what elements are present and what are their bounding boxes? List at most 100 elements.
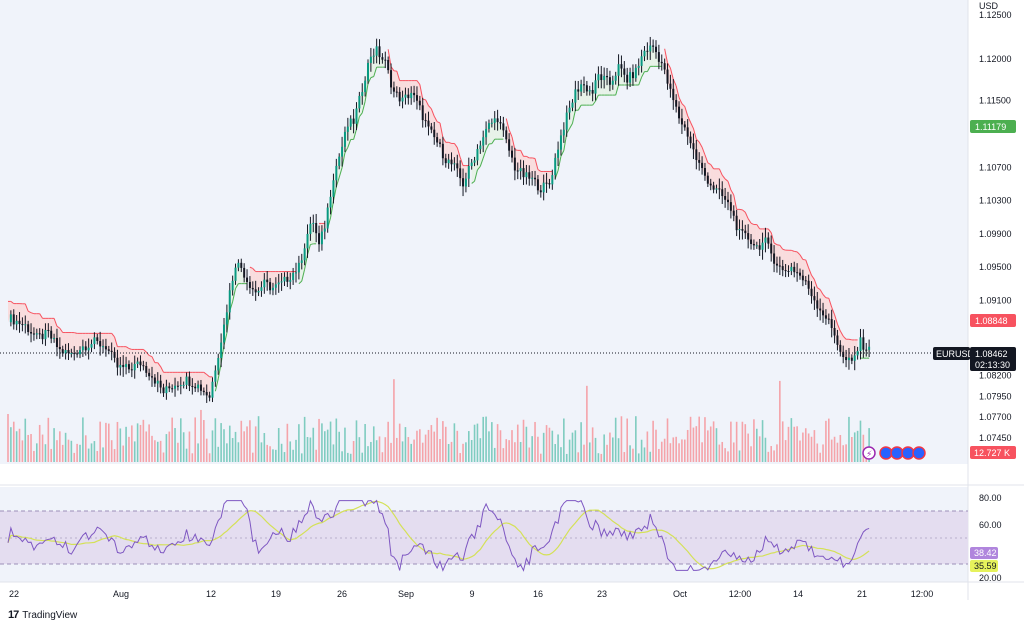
supertrend-down-segment bbox=[782, 248, 786, 251]
candle-body bbox=[217, 358, 220, 371]
candle-body bbox=[727, 199, 729, 203]
volume-bar bbox=[300, 453, 303, 462]
volume-bar bbox=[724, 448, 726, 462]
volume-bar bbox=[542, 432, 545, 462]
volume-bar bbox=[563, 418, 565, 462]
volume-bar bbox=[208, 453, 211, 462]
volume-bar bbox=[197, 443, 199, 462]
candle-body bbox=[738, 229, 741, 231]
candle-body bbox=[698, 159, 701, 163]
price-axis-ticks: 1.12500 1.12000 1.11500 1.10700 1.10300 1.099… bbox=[979, 10, 1012, 443]
volume-bar bbox=[159, 440, 162, 462]
candle-body bbox=[367, 62, 369, 81]
candle-body bbox=[441, 143, 444, 159]
volume-bar bbox=[626, 418, 628, 462]
supertrend-down-fill bbox=[77, 333, 80, 355]
candle-body bbox=[453, 163, 456, 165]
candle-body bbox=[456, 163, 459, 169]
rsi-tick-20: 20.00 bbox=[979, 573, 1002, 583]
candle-body bbox=[188, 376, 191, 386]
supertrend-down-fill bbox=[756, 224, 760, 250]
volume-bar bbox=[214, 418, 217, 462]
supertrend-up-fill bbox=[382, 59, 386, 68]
candle-body bbox=[617, 64, 620, 76]
candle-body bbox=[395, 91, 398, 93]
candle-body bbox=[168, 386, 171, 389]
candle-body bbox=[21, 324, 24, 326]
candle-body bbox=[418, 100, 421, 106]
supertrend-down-fill bbox=[65, 332, 69, 354]
candle-body bbox=[87, 347, 90, 351]
candle-body bbox=[508, 139, 511, 151]
supertrend-down-fill bbox=[62, 332, 66, 354]
time-axis: 22 Aug 12 19 26 Sep 9 16 23 Oct 12:00 14 21 12:00 bbox=[9, 589, 933, 599]
volume-bar bbox=[646, 431, 649, 462]
candle-body bbox=[9, 314, 12, 323]
candle-body bbox=[724, 196, 727, 200]
candle-body bbox=[868, 346, 871, 350]
candle-body bbox=[260, 287, 263, 291]
volume-bar bbox=[816, 443, 819, 462]
supertrend-down-segment bbox=[690, 122, 694, 129]
candle-body bbox=[352, 118, 355, 124]
volume-bar bbox=[108, 423, 110, 462]
volume-bar bbox=[718, 444, 721, 462]
candle-body bbox=[663, 63, 666, 70]
volume-bar bbox=[675, 436, 677, 462]
event-icon-4[interactable] bbox=[912, 446, 926, 460]
volume-bar bbox=[836, 442, 839, 462]
supertrend-down-segment bbox=[151, 356, 156, 363]
candle-body bbox=[718, 188, 721, 190]
volume-bar bbox=[286, 423, 289, 462]
lightning-glyph: ⚡ bbox=[866, 450, 872, 460]
supertrend-up-fill bbox=[647, 45, 651, 72]
candle-body bbox=[847, 357, 850, 361]
candle-body bbox=[392, 87, 395, 92]
event-icon-3[interactable] bbox=[901, 446, 915, 460]
lightning-icon[interactable] bbox=[862, 446, 876, 460]
candle-body bbox=[470, 162, 473, 166]
time-axis-label: Sep bbox=[398, 589, 414, 599]
event-icon-1[interactable] bbox=[879, 446, 893, 460]
volume-bar bbox=[64, 432, 67, 462]
supertrend-down-fill bbox=[126, 346, 129, 370]
candle-body bbox=[32, 333, 35, 335]
volume-bar bbox=[292, 449, 294, 462]
supertrend-up-segment bbox=[615, 84, 620, 96]
candle-body bbox=[136, 361, 139, 365]
volume-bar bbox=[577, 452, 580, 462]
candle-body bbox=[493, 118, 496, 123]
volume-bar bbox=[393, 379, 395, 462]
candle-body bbox=[413, 92, 416, 96]
volume-bar bbox=[156, 441, 159, 462]
volume-bar bbox=[277, 428, 280, 462]
volume-bar bbox=[756, 428, 758, 462]
volume-bar bbox=[50, 448, 52, 462]
volume-bar bbox=[312, 427, 315, 462]
volume-bar bbox=[580, 422, 582, 462]
symbol-tag[interactable]: EURUSD bbox=[933, 347, 975, 360]
candle-body bbox=[381, 57, 384, 60]
candle-body bbox=[427, 120, 430, 127]
supertrend-down-fill bbox=[448, 142, 452, 165]
candle-body bbox=[424, 120, 427, 122]
candle-body bbox=[185, 376, 188, 385]
event-icon-2[interactable] bbox=[890, 446, 904, 460]
svg-text:1.08462: 1.08462 bbox=[975, 349, 1008, 359]
supertrend-up-fill bbox=[491, 118, 495, 144]
supertrend-up-segment bbox=[571, 110, 576, 124]
candle-body bbox=[571, 102, 574, 108]
time-axis-label: 21 bbox=[857, 589, 867, 599]
supertrend-down-fill bbox=[91, 333, 95, 345]
tradingview-logo[interactable]: 17 TradingView bbox=[8, 609, 77, 621]
candle-body bbox=[315, 222, 318, 234]
volume-bar bbox=[41, 434, 44, 462]
supertrend-down-segment bbox=[160, 366, 164, 373]
candle-body bbox=[608, 77, 611, 85]
candle-body bbox=[678, 106, 681, 119]
candle-body bbox=[588, 90, 591, 92]
indicator-icons[interactable]: ⚡ bbox=[862, 446, 926, 460]
volume-bar bbox=[732, 442, 735, 462]
supertrend-down-fill bbox=[85, 333, 89, 351]
